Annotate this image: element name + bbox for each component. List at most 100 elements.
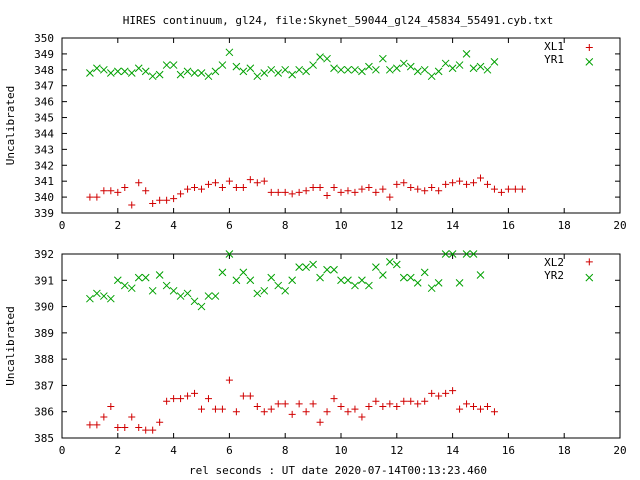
- data-point: [497, 188, 505, 196]
- data-point: [274, 281, 283, 290]
- data-point: [106, 69, 115, 77]
- data-point: [330, 64, 338, 73]
- data-point: [86, 193, 94, 201]
- data-point: [400, 397, 408, 405]
- x-tick-label: 10: [334, 219, 347, 232]
- data-point: [204, 292, 213, 300]
- y-tick-label: 389: [34, 327, 54, 340]
- data-point: [149, 199, 157, 207]
- data-point: [456, 405, 464, 413]
- data-point: [302, 263, 310, 271]
- series-YR2: [86, 250, 594, 311]
- data-point: [323, 408, 331, 416]
- data-point: [413, 279, 422, 287]
- data-point: [393, 402, 401, 410]
- data-point: [239, 184, 247, 192]
- y-tick-label: 342: [34, 159, 54, 172]
- data-point: [246, 176, 254, 184]
- plot-panel-2: 0 2 4 6 8 10 12 14 16 18 20 385 386 387 388 389 390 391 39…: [4, 248, 627, 457]
- data-point: [274, 400, 282, 408]
- data-point: [470, 402, 478, 410]
- y-tick-label: 346: [34, 96, 54, 109]
- data-point: [177, 395, 185, 403]
- data-point: [358, 185, 366, 193]
- data-point: [463, 400, 471, 408]
- y-tick-label: 390: [34, 301, 54, 314]
- chart-title: HIRES continuum, gl24, file:Skynet_59044…: [123, 14, 553, 27]
- data-point: [142, 187, 150, 195]
- data-point: [309, 184, 317, 192]
- data-point: [399, 59, 408, 68]
- data-point: [107, 187, 115, 195]
- data-point: [239, 67, 248, 76]
- data-point: [225, 376, 233, 384]
- data-point: [190, 297, 199, 306]
- data-point: [463, 180, 471, 188]
- data-point: [420, 65, 429, 74]
- data-point: [155, 271, 164, 279]
- data-point: [232, 184, 240, 192]
- series-XL2: [86, 258, 593, 434]
- data-point: [246, 64, 255, 73]
- data-point: [113, 67, 122, 76]
- x-tick-label: 8: [282, 444, 289, 457]
- legend-label: YR1: [544, 53, 564, 66]
- data-point: [316, 273, 324, 282]
- data-point: [476, 271, 485, 279]
- data-point: [372, 65, 380, 74]
- data-point: [141, 273, 150, 282]
- data-point: [441, 250, 450, 258]
- data-point: [141, 67, 150, 76]
- data-point: [399, 273, 408, 282]
- x-tick-label: 0: [59, 219, 66, 232]
- data-point: [372, 263, 380, 271]
- data-point: [414, 400, 422, 408]
- data-point: [400, 179, 408, 187]
- data-point: [191, 184, 199, 192]
- data-point: [337, 65, 345, 74]
- y-tick-label: 387: [34, 379, 54, 392]
- data-point: [392, 260, 401, 269]
- data-point: [585, 58, 594, 66]
- data-point: [407, 184, 415, 192]
- data-point: [267, 65, 276, 74]
- data-point: [365, 184, 373, 192]
- data-point: [232, 408, 240, 416]
- x-tick-label: 12: [390, 219, 403, 232]
- data-point: [113, 276, 122, 285]
- data-point: [434, 279, 443, 287]
- data-point: [407, 397, 415, 405]
- data-point: [344, 187, 352, 195]
- data-point: [281, 286, 290, 295]
- data-point: [239, 268, 248, 277]
- data-point: [316, 184, 324, 192]
- data-point: [184, 185, 192, 193]
- y-tick-label: 340: [34, 191, 54, 204]
- data-point: [134, 64, 143, 73]
- data-point: [330, 184, 338, 192]
- x-tick-label: 16: [502, 444, 515, 457]
- data-point: [449, 179, 457, 187]
- x-axis-label: rel seconds : UT date 2020-07-14T00:13:2…: [189, 464, 487, 477]
- data-point: [204, 395, 212, 403]
- data-point: [379, 402, 387, 410]
- x-tick-label: 12: [390, 444, 403, 457]
- x-tick-label: 18: [558, 444, 571, 457]
- x-tick-label: 6: [226, 219, 233, 232]
- data-point: [218, 184, 226, 192]
- x-tick-label: 14: [446, 219, 460, 232]
- y-tick-label: 344: [34, 127, 54, 140]
- data-point: [93, 64, 101, 73]
- data-point: [246, 276, 255, 285]
- data-point: [100, 187, 108, 195]
- data-point: [344, 65, 352, 74]
- data-point: [246, 392, 254, 400]
- data-point: [302, 408, 310, 416]
- x-tick-label: 8: [282, 219, 289, 232]
- data-point: [477, 174, 484, 182]
- data-point: [455, 279, 464, 287]
- data-point: [253, 72, 262, 81]
- data-point: [156, 196, 164, 204]
- x-tick-label: 10: [334, 444, 347, 457]
